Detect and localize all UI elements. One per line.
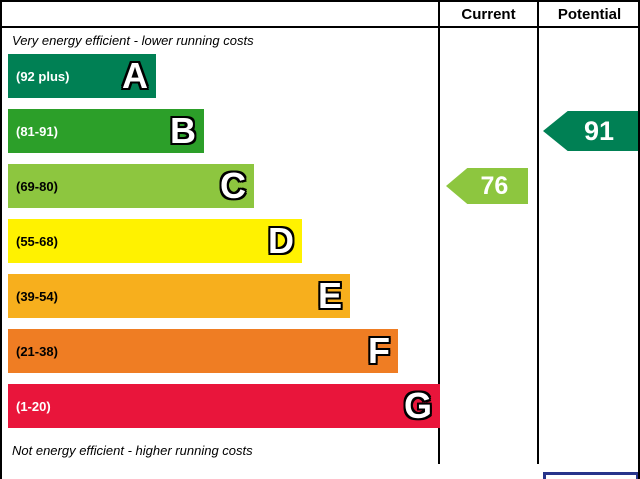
band-letter: E: [317, 275, 342, 316]
band-bar-d: (55-68) D: [8, 219, 302, 263]
bottom-caption: Not energy efficient - higher running co…: [12, 443, 253, 458]
band-list: (92 plus) A (81-91) B (69-80) C (55-68) …: [8, 54, 440, 439]
potential-rating-arrow: 91: [543, 111, 638, 151]
band-range-label: (1-20): [16, 398, 51, 414]
current-rating-arrow: 76: [446, 168, 528, 204]
top-caption: Very energy efficient - lower running co…: [12, 33, 254, 48]
current-column-header: Current: [461, 6, 516, 23]
band-letter: A: [122, 55, 148, 96]
band-letter: C: [220, 165, 246, 206]
band-letter: B: [170, 110, 196, 151]
band-letter: F: [368, 330, 390, 371]
band-range-label: (81-91): [16, 123, 58, 139]
band-bar-c: (69-80) C: [8, 164, 254, 208]
band-row: (39-54) E: [8, 274, 438, 329]
band-letter: G: [403, 385, 432, 426]
band-row: (21-38) F: [8, 329, 438, 384]
band-row: (69-80) C: [8, 164, 438, 219]
current-rating-value: 76: [480, 171, 509, 200]
potential-rating-value: 91: [584, 115, 615, 146]
header-divider: [2, 26, 638, 28]
band-row: (92 plus) A: [8, 54, 438, 109]
band-bar-g: (1-20) G: [8, 384, 440, 428]
band-bar-f: (21-38) F: [8, 329, 398, 373]
band-row: (81-91) B: [8, 109, 438, 164]
current-column-divider: [438, 2, 440, 464]
band-row: (1-20) G: [8, 384, 440, 439]
band-bar-e: (39-54) E: [8, 274, 350, 318]
band-range-label: (39-54): [16, 288, 58, 304]
band-row: (55-68) D: [8, 219, 438, 274]
eu-directive-box-partial: [543, 472, 638, 479]
band-range-label: (69-80): [16, 178, 58, 194]
band-range-label: (92 plus): [16, 68, 70, 84]
band-letter: D: [268, 220, 294, 261]
band-bar-b: (81-91) B: [8, 109, 204, 153]
potential-column-divider: [537, 2, 539, 464]
band-range-label: (55-68): [16, 233, 58, 249]
band-bar-a: (92 plus) A: [8, 54, 156, 98]
band-range-label: (21-38): [16, 343, 58, 359]
potential-column-header: Potential: [557, 6, 622, 23]
